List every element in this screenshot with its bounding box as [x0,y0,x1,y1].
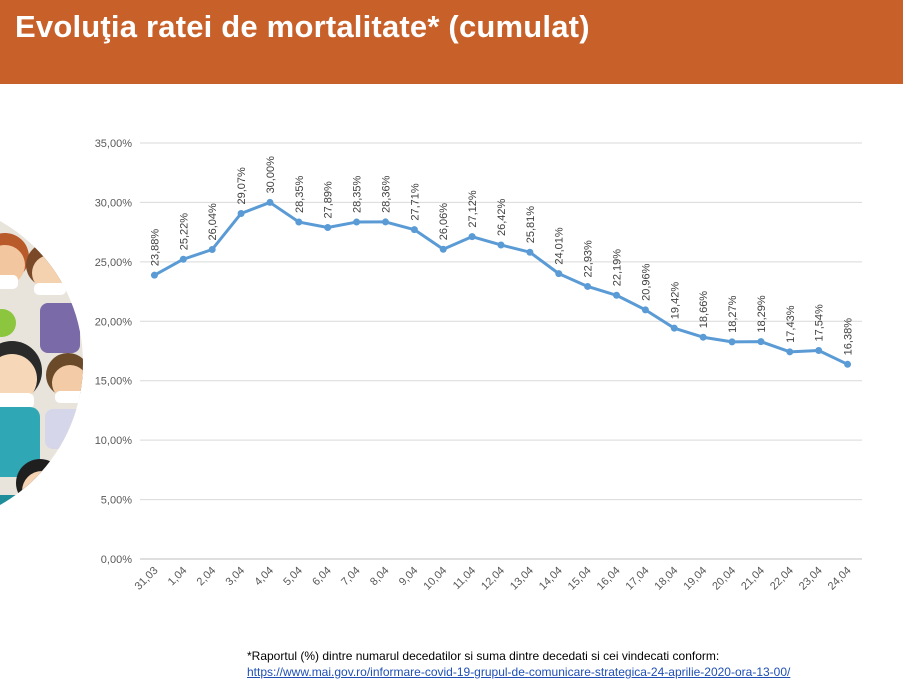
x-tick-label: 1,04 [166,565,190,589]
data-point [844,360,852,368]
x-tick-label: 21,04 [739,565,767,593]
data-label: 28,36% [380,175,392,213]
y-tick-label: 0,00% [101,554,132,566]
y-tick-label: 20,00% [95,316,133,328]
data-label: 26,42% [496,198,508,236]
y-tick-label: 25,00% [95,257,133,269]
data-point [815,347,823,355]
x-tick-label: 17,04 [624,565,652,593]
y-tick-label: 30,00% [95,197,133,209]
data-point [670,324,678,332]
data-label: 30,00% [265,156,277,194]
x-tick-label: 12,04 [479,565,507,593]
data-point [381,218,389,226]
masked-people-illustration [0,200,83,526]
gridlines [140,142,862,560]
data-point [295,218,303,226]
data-label: 22,93% [583,240,595,278]
data-label: 26,04% [207,203,219,241]
data-label: 17,43% [785,305,797,343]
x-tick-label: 22,04 [768,565,796,593]
data-label: 27,89% [323,181,335,219]
data-label: 16,38% [843,318,855,356]
data-label: 29,07% [236,167,248,205]
y-axis-ticks: 0,00% 5,00% 10,00% 15,00% 20,00% 25,00% 30,00%… [95,138,133,566]
data-label: 23,88% [149,229,161,267]
x-tick-label: 4,04 [252,565,276,589]
data-label: 27,71% [409,183,421,221]
data-label: 18,27% [727,295,739,333]
x-tick-label: 8,04 [368,565,392,589]
x-tick-label: 19,04 [681,565,709,593]
data-point [353,218,361,226]
data-label: 18,66% [698,291,710,329]
data-label: 24,01% [554,227,566,265]
data-points [150,198,852,368]
x-tick-label: 15,04 [566,565,594,593]
x-tick-label: 14,04 [537,565,565,593]
data-point [613,291,621,299]
data-label: 28,35% [352,176,364,214]
x-tick-label: 7,04 [339,565,363,589]
data-label: 19,42% [669,282,681,320]
data-point [497,241,505,249]
footnote: *Raportul (%) dintre numarul decedatilor… [247,648,790,680]
data-labels: 23,88% 25,22% 26,04% 29,07% 30,00% 28,35% 27,8… [149,156,854,355]
data-label: 17,54% [814,304,826,342]
data-point [439,245,447,253]
x-tick-label: 16,04 [595,565,623,593]
data-label: 27,12% [467,190,479,228]
data-point [757,338,765,346]
data-point [584,282,592,290]
x-tick-label: 23,04 [797,565,825,593]
data-point [526,248,534,256]
x-tick-label: 9,04 [397,565,421,589]
data-label: 25,81% [525,206,537,244]
data-point [266,198,274,206]
page-title: Evoluţia ratei de mortalitate* (cumulat) [15,9,590,44]
source-link[interactable]: https://www.mai.gov.ro/informare-covid-1… [247,665,791,679]
x-tick-label: 18,04 [652,565,680,593]
x-tick-label: 5,04 [281,565,305,589]
data-point [468,233,476,241]
data-point [699,333,707,341]
y-tick-label: 5,00% [101,495,132,507]
data-label: 22,19% [612,249,624,287]
data-point [555,270,563,278]
data-label: 20,96% [640,263,652,301]
x-tick-label: 10,04 [421,565,449,593]
data-label: 28,35% [294,176,306,214]
data-point [150,271,158,279]
data-point [179,255,187,263]
x-tick-label: 3,04 [224,565,248,589]
x-tick-label: 24,04 [826,565,854,593]
data-point [410,226,418,234]
y-tick-label: 35,00% [95,138,133,150]
x-axis-ticks: 31,03 1,04 2,04 3,04 4,04 5,04 6,04 7,04 8,04 9,0… [133,565,854,593]
data-point [324,224,332,232]
x-tick-label: 2,04 [195,565,219,589]
x-tick-label: 31,03 [133,565,161,593]
title-banner: Evoluţia ratei de mortalitate* (cumulat) [0,0,903,84]
data-point [237,209,245,217]
data-label: 18,29% [756,295,768,333]
x-tick-label: 20,04 [710,565,738,593]
y-tick-label: 10,00% [95,435,133,447]
x-tick-label: 11,04 [451,565,478,592]
data-label: 25,22% [178,213,190,251]
data-point [728,338,736,346]
data-point [786,348,794,356]
data-point [208,245,216,253]
y-tick-label: 15,00% [95,376,133,388]
footnote-text: *Raportul (%) dintre numarul decedatilor… [247,649,720,663]
x-tick-label: 6,04 [310,565,334,589]
x-tick-label: 13,04 [508,565,536,593]
data-point [641,306,649,314]
data-label: 26,06% [438,203,450,241]
